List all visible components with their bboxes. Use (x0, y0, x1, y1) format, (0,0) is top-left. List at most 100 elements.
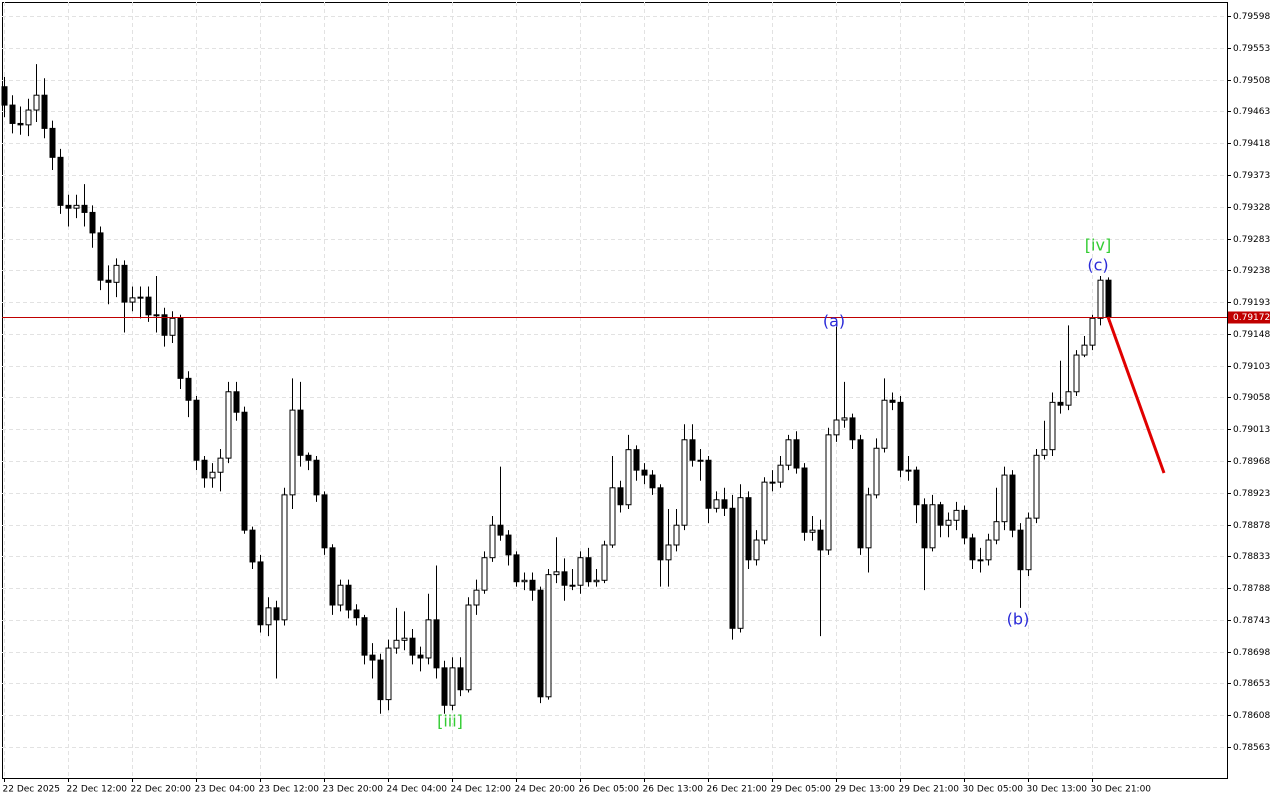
candle-body (745, 497, 752, 561)
candles (1, 64, 1112, 714)
candle-body (241, 411, 248, 531)
candle-body (553, 571, 560, 576)
x-tick-label: 26 Dec 21:00 (707, 785, 768, 795)
forecast-line (1106, 316, 1166, 474)
candle-body (105, 279, 112, 283)
candle-body (945, 519, 952, 526)
x-tick-label: 23 Dec 12:00 (259, 785, 320, 795)
candle-body (577, 557, 584, 586)
candle-body (617, 487, 624, 506)
candle-body (137, 296, 144, 299)
y-tick-label: 0.78563 (1233, 743, 1270, 753)
y-tick-label: 0.79103 (1233, 362, 1270, 372)
candle-body (881, 399, 888, 449)
x-tick-label: 24 Dec 12:00 (451, 785, 512, 795)
wave-label: (c) (1087, 256, 1108, 275)
y-tick-label: 0.78968 (1233, 457, 1270, 467)
y-tick-label: 0.79508 (1233, 76, 1270, 86)
candle-body (393, 639, 400, 649)
y-tick-label: 0.78833 (1233, 552, 1270, 562)
y-tick-label: 0.79328 (1233, 203, 1270, 213)
candle-body (817, 529, 824, 551)
candle-body (1089, 317, 1096, 346)
candle-body (17, 122, 24, 126)
candle-body (369, 654, 376, 661)
y-tick-label: 0.79058 (1233, 393, 1270, 403)
y-tick-label: 0.79193 (1233, 298, 1270, 308)
candle-body (753, 539, 760, 561)
x-tick-label: 24 Dec 04:00 (387, 785, 448, 795)
candle-body (1001, 474, 1008, 523)
wave-label: (a) (823, 312, 845, 331)
y-tick-label: 0.79553 (1233, 44, 1270, 54)
candle-body (1105, 279, 1112, 318)
candle-body (257, 561, 264, 626)
candle-body (273, 607, 280, 621)
candle-body (233, 391, 240, 413)
candle-body (113, 264, 120, 283)
candle-body (993, 521, 1000, 541)
candle-body (985, 539, 992, 561)
candle-body (937, 504, 944, 526)
x-tick-label: 24 Dec 20:00 (515, 785, 576, 795)
candle-body (705, 459, 712, 509)
y-tick-label: 0.79013 (1233, 425, 1270, 435)
candle-body (721, 499, 728, 509)
candle-body (465, 604, 472, 691)
candle-body (169, 317, 176, 336)
candle-body (201, 459, 208, 479)
wave-label: [iv] (1085, 236, 1111, 255)
candle-body (249, 529, 256, 563)
candle-body (481, 557, 488, 591)
candle-body (313, 459, 320, 496)
y-tick-label: 0.79283 (1233, 235, 1270, 245)
candle-body (633, 449, 640, 471)
last-price-box (1228, 311, 1270, 324)
candle-body (177, 317, 184, 379)
candle-body (145, 296, 152, 316)
candle-body (737, 497, 744, 629)
x-tick-label: 30 Dec 05:00 (963, 785, 1024, 795)
candle-body (793, 439, 800, 469)
candle-body (873, 447, 880, 496)
x-tick-label: 29 Dec 13:00 (835, 785, 896, 795)
candle-body (513, 554, 520, 583)
y-tick-label: 0.78653 (1233, 679, 1270, 689)
y-tick-label: 0.79598 (1233, 12, 1270, 22)
y-tick-label: 0.79238 (1233, 266, 1270, 276)
candle-body (545, 574, 552, 698)
candle-body (865, 494, 872, 549)
candle-body (97, 232, 104, 281)
candle-body (585, 557, 592, 583)
candle-body (761, 481, 768, 541)
y-tick-label: 0.78878 (1233, 521, 1270, 531)
candle-body (433, 619, 440, 669)
x-tick-label: 29 Dec 21:00 (899, 785, 960, 795)
candle-body (9, 104, 16, 124)
candle-body (529, 579, 536, 591)
candle-body (1017, 529, 1024, 571)
candle-body (809, 529, 816, 533)
candle-body (713, 499, 720, 509)
candle-body (305, 454, 312, 461)
candle-body (625, 449, 632, 506)
candle-body (905, 469, 912, 472)
wave-label: (b) (1007, 610, 1030, 629)
candle-body (401, 637, 408, 641)
x-tick-label: 30 Dec 13:00 (1027, 785, 1088, 795)
candle-body (41, 94, 48, 129)
candle-body (449, 667, 456, 706)
candle-body (81, 204, 88, 213)
candle-body (697, 459, 704, 462)
candle-body (665, 544, 672, 561)
candle-body (161, 314, 168, 336)
candle-body (1081, 344, 1088, 356)
candle-body (929, 504, 936, 549)
candle-body (841, 417, 848, 421)
candle-body (73, 204, 80, 209)
candle-body (281, 494, 288, 621)
plot-area (2, 2, 1228, 779)
x-tick-label: 23 Dec 04:00 (195, 785, 256, 795)
candle-body (641, 469, 648, 476)
